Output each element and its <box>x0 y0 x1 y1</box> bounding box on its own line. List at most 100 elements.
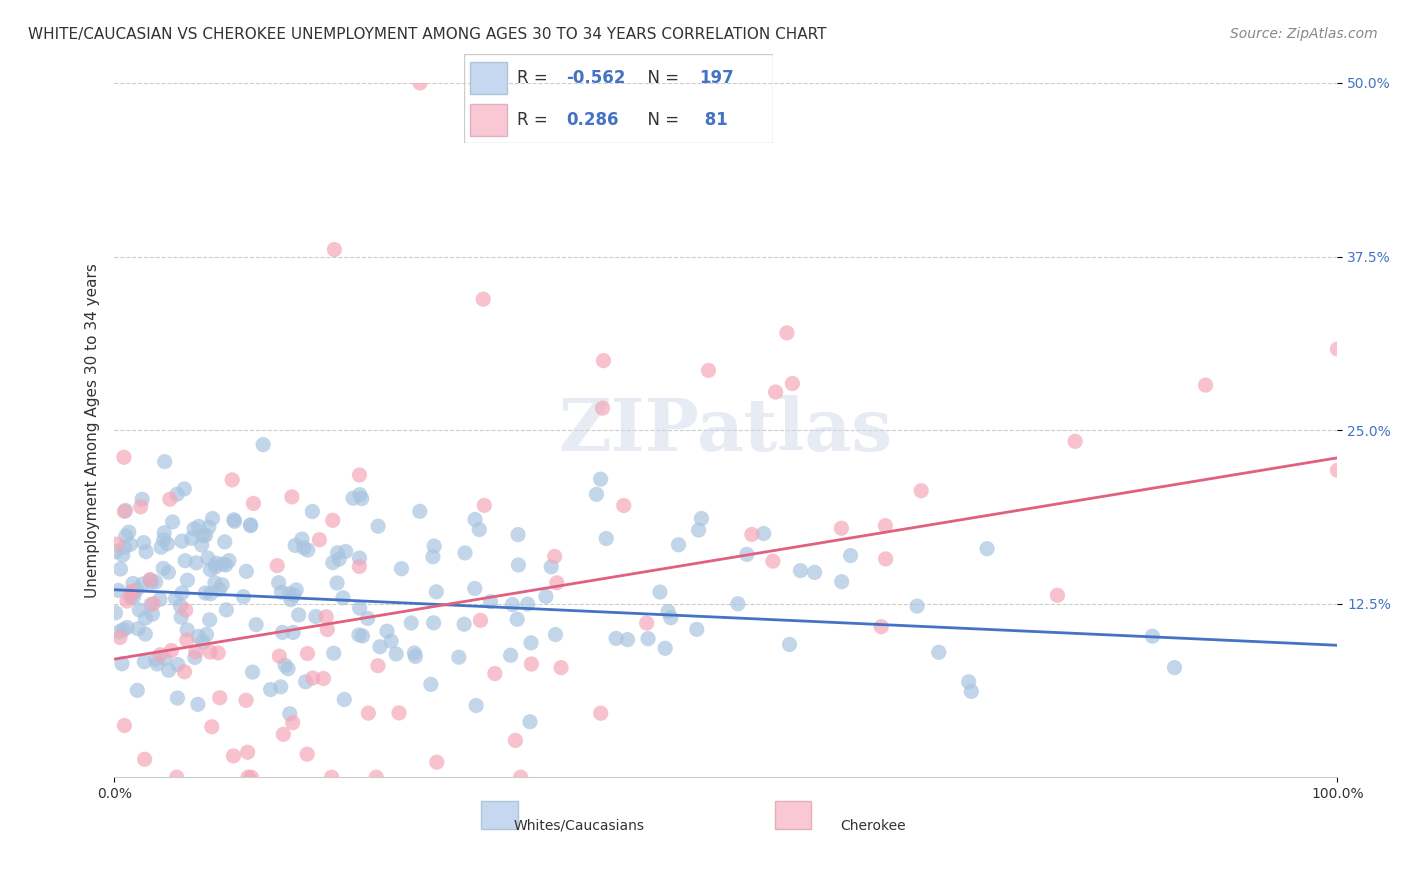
Point <box>727 597 749 611</box>
Point <box>224 514 246 528</box>
Point <box>267 575 290 590</box>
Point <box>242 496 264 510</box>
Point <box>1326 463 1348 477</box>
Point <box>321 770 343 784</box>
Point <box>322 646 344 660</box>
Point <box>782 376 804 391</box>
Point <box>132 535 155 549</box>
Point <box>125 582 148 597</box>
Point <box>201 720 224 734</box>
Point <box>508 558 530 572</box>
Y-axis label: Unemployment Among Ages 30 to 34 years: Unemployment Among Ages 30 to 34 years <box>86 262 100 598</box>
Point <box>157 663 180 677</box>
Point <box>422 549 444 564</box>
Point <box>347 628 370 642</box>
Point <box>1142 629 1164 643</box>
Point <box>501 598 523 612</box>
Point <box>509 770 531 784</box>
Point <box>186 556 208 570</box>
Point <box>115 620 138 634</box>
Point <box>316 623 339 637</box>
Point <box>166 487 188 501</box>
Text: Whites/Caucasians: Whites/Caucasians <box>513 819 644 833</box>
Point <box>184 650 207 665</box>
Point <box>222 513 245 527</box>
Point <box>271 727 294 741</box>
Point <box>399 615 422 630</box>
Point <box>659 610 682 624</box>
Point <box>385 647 408 661</box>
Point <box>957 674 980 689</box>
Point <box>404 646 426 660</box>
Point <box>928 645 950 659</box>
Point <box>278 706 301 721</box>
Point <box>391 562 413 576</box>
Point <box>831 574 853 589</box>
Point <box>149 592 172 607</box>
Point <box>120 591 142 605</box>
Point <box>252 437 274 451</box>
Point <box>380 634 402 648</box>
Text: Cherokee: Cherokee <box>839 819 905 833</box>
Point <box>104 544 127 558</box>
Point <box>592 353 614 368</box>
Point <box>180 532 202 546</box>
Point <box>159 492 181 507</box>
Point <box>287 607 309 622</box>
Text: 197: 197 <box>699 70 734 87</box>
Point <box>271 625 294 640</box>
Point <box>472 292 495 306</box>
Point <box>174 603 197 617</box>
Text: N =: N = <box>637 112 685 129</box>
Text: WHITE/CAUCASIAN VS CHEROKEE UNEMPLOYMENT AMONG AGES 30 TO 34 YEARS CORRELATION C: WHITE/CAUCASIAN VS CHEROKEE UNEMPLOYMENT… <box>28 27 827 42</box>
Point <box>789 564 811 578</box>
Point <box>779 637 801 651</box>
Point <box>349 601 371 615</box>
Point <box>284 538 307 552</box>
Point <box>145 652 167 666</box>
Point <box>1046 588 1069 602</box>
Point <box>236 745 259 759</box>
Point <box>108 631 131 645</box>
Point <box>550 661 572 675</box>
Point <box>200 563 222 577</box>
Point <box>214 534 236 549</box>
Point <box>152 533 174 547</box>
Point <box>122 576 145 591</box>
Point <box>245 617 267 632</box>
FancyBboxPatch shape <box>470 62 508 94</box>
Point <box>194 528 217 542</box>
Point <box>118 525 141 540</box>
Point <box>765 384 787 399</box>
Point <box>301 671 323 685</box>
FancyBboxPatch shape <box>775 802 811 830</box>
Text: N =: N = <box>637 70 685 87</box>
Point <box>242 665 264 679</box>
Point <box>409 76 432 90</box>
Point <box>132 577 155 591</box>
Point <box>204 575 226 590</box>
Point <box>585 487 607 501</box>
Point <box>174 554 197 568</box>
Point <box>110 562 132 576</box>
Point <box>187 629 209 643</box>
Point <box>592 401 614 416</box>
Point <box>409 504 432 518</box>
Point <box>200 587 222 601</box>
Point <box>281 715 304 730</box>
Point <box>283 588 305 602</box>
Point <box>1194 378 1216 392</box>
Text: Source: ZipAtlas.com: Source: ZipAtlas.com <box>1230 27 1378 41</box>
Point <box>162 515 184 529</box>
Point <box>278 587 301 601</box>
Point <box>131 492 153 507</box>
Point <box>270 680 292 694</box>
Point <box>149 648 172 662</box>
Point <box>375 624 398 639</box>
Point <box>464 512 486 526</box>
Point <box>211 557 233 571</box>
Point <box>215 558 238 572</box>
Point <box>170 610 193 624</box>
Point <box>142 597 165 611</box>
Point <box>112 623 135 637</box>
